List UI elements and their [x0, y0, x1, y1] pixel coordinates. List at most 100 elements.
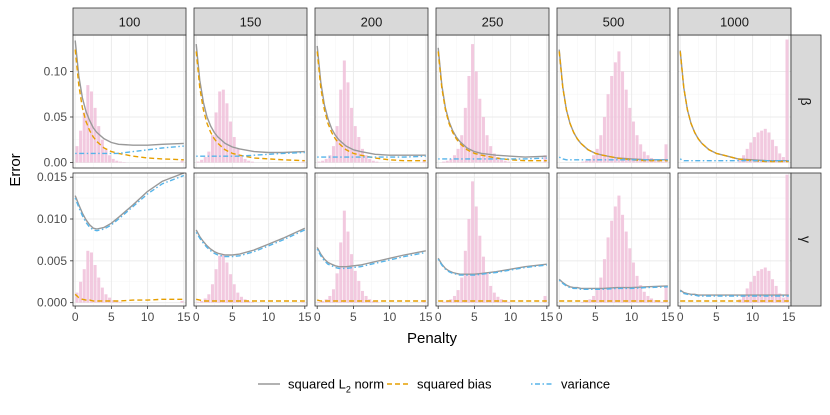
histogram-bar: [642, 151, 646, 163]
y-tick-label: 0.05: [44, 110, 68, 124]
histogram-bar: [456, 148, 460, 163]
panel-β-1000: [677, 34, 792, 169]
histogram-bar: [196, 161, 200, 163]
panel-γ-100: [72, 172, 187, 307]
legend: squared L2 norm squared bias variance: [258, 377, 610, 395]
histogram-bar: [445, 300, 449, 303]
histogram-bar: [610, 220, 614, 303]
histogram-bar: [100, 287, 104, 303]
histogram-bar: [621, 214, 625, 303]
histogram-bar: [118, 301, 122, 303]
histogram-bar: [631, 262, 635, 303]
histogram-bar: [489, 285, 493, 303]
histogram-bar: [301, 301, 305, 303]
histogram-bar: [324, 158, 328, 163]
histogram-bar: [664, 144, 668, 163]
x-tick-label: 5: [229, 310, 236, 324]
histogram-bar: [653, 159, 657, 163]
histogram-bar: [86, 85, 90, 163]
series-line-squared-L2-norm: [316, 45, 426, 156]
histogram-bar: [328, 295, 332, 303]
histogram-bar: [331, 289, 335, 303]
histogram-bar: [503, 300, 507, 303]
histogram-bar: [218, 91, 222, 163]
histogram-bar: [180, 160, 184, 163]
y-tick-label: 0.015: [37, 170, 67, 184]
histogram-bar: [301, 161, 305, 163]
histogram-bar: [760, 130, 764, 163]
histogram-bar: [478, 98, 482, 163]
histogram-bar: [250, 161, 254, 163]
strip-col-150: [193, 7, 308, 36]
histogram-bar: [610, 75, 614, 163]
histogram-bar: [449, 158, 453, 163]
histogram-bar: [350, 107, 354, 163]
series-line-squared-bias: [74, 49, 184, 161]
histogram-bar: [460, 277, 464, 303]
histogram-bar: [767, 132, 771, 163]
histogram-bar: [481, 256, 485, 303]
strip-col-1000: [677, 7, 792, 36]
histogram-bar: [75, 292, 79, 303]
y-axis-title: Error: [7, 153, 24, 186]
histogram-bar: [595, 290, 599, 303]
histogram-bar: [93, 107, 97, 163]
strip-row-label: β: [798, 97, 814, 105]
panel-border: [314, 172, 429, 307]
legend-label: squared L2 norm: [288, 377, 384, 395]
histogram-bar: [749, 281, 753, 303]
x-tick-label: 15: [540, 310, 554, 324]
histogram-bar: [771, 279, 775, 303]
histogram-bar: [581, 301, 585, 303]
histogram-bar: [774, 285, 778, 303]
histogram-bar: [785, 174, 789, 303]
histogram-bar: [214, 112, 218, 163]
panel-γ-500: [556, 172, 671, 307]
histogram-bar: [104, 294, 108, 303]
histogram-bar: [613, 206, 617, 303]
histogram-bar: [225, 262, 229, 303]
histogram-bar: [742, 295, 746, 303]
histogram-bar: [239, 155, 243, 163]
histogram-bar: [635, 135, 639, 163]
y-tick-label: 0.010: [37, 212, 67, 226]
histogram-bar: [485, 135, 489, 163]
series-line-squared-L2-norm: [195, 227, 306, 256]
histogram-bar: [232, 284, 236, 303]
panel-γ-150: [193, 172, 308, 307]
panel-border: [72, 172, 187, 307]
histogram-bar: [606, 94, 610, 163]
histogram-bar: [481, 116, 485, 163]
x-tick-label: 15: [298, 310, 312, 324]
strip-col-label: 150: [240, 15, 262, 30]
series-line-squared-L2-norm: [74, 172, 185, 230]
x-tick-label: 10: [625, 310, 639, 324]
histogram-bar: [588, 158, 592, 163]
histogram-bar: [371, 300, 375, 303]
histogram-bar: [115, 160, 119, 163]
panel-γ-1000: [677, 172, 792, 307]
histogram-bar: [180, 300, 184, 303]
histogram-bar: [335, 273, 339, 303]
histogram-bar: [602, 259, 606, 303]
histogram-bar: [628, 248, 632, 303]
histogram-bar: [111, 300, 115, 303]
histogram-bar: [584, 300, 588, 303]
strip-col-250: [435, 7, 550, 36]
strip-col-100: [72, 7, 187, 36]
histogram-bar: [93, 265, 97, 303]
histogram-bar: [613, 62, 617, 163]
x-tick-label: 5: [713, 310, 720, 324]
histogram-bar: [335, 126, 339, 163]
legend-item-squared-L: squared L2 norm: [258, 377, 384, 395]
series-line-squared-L2-norm: [679, 289, 789, 296]
panel-γ-250: [435, 172, 550, 307]
histogram-bar: [339, 242, 343, 303]
histogram-bar: [543, 155, 547, 163]
y-tick-label: 0.00: [44, 156, 68, 170]
panel-border: [435, 172, 550, 307]
x-axis-title: Penalty: [407, 330, 458, 347]
legend-item-variance: variance: [531, 377, 610, 392]
histogram-bar: [657, 160, 661, 163]
histogram-bar: [584, 160, 588, 163]
